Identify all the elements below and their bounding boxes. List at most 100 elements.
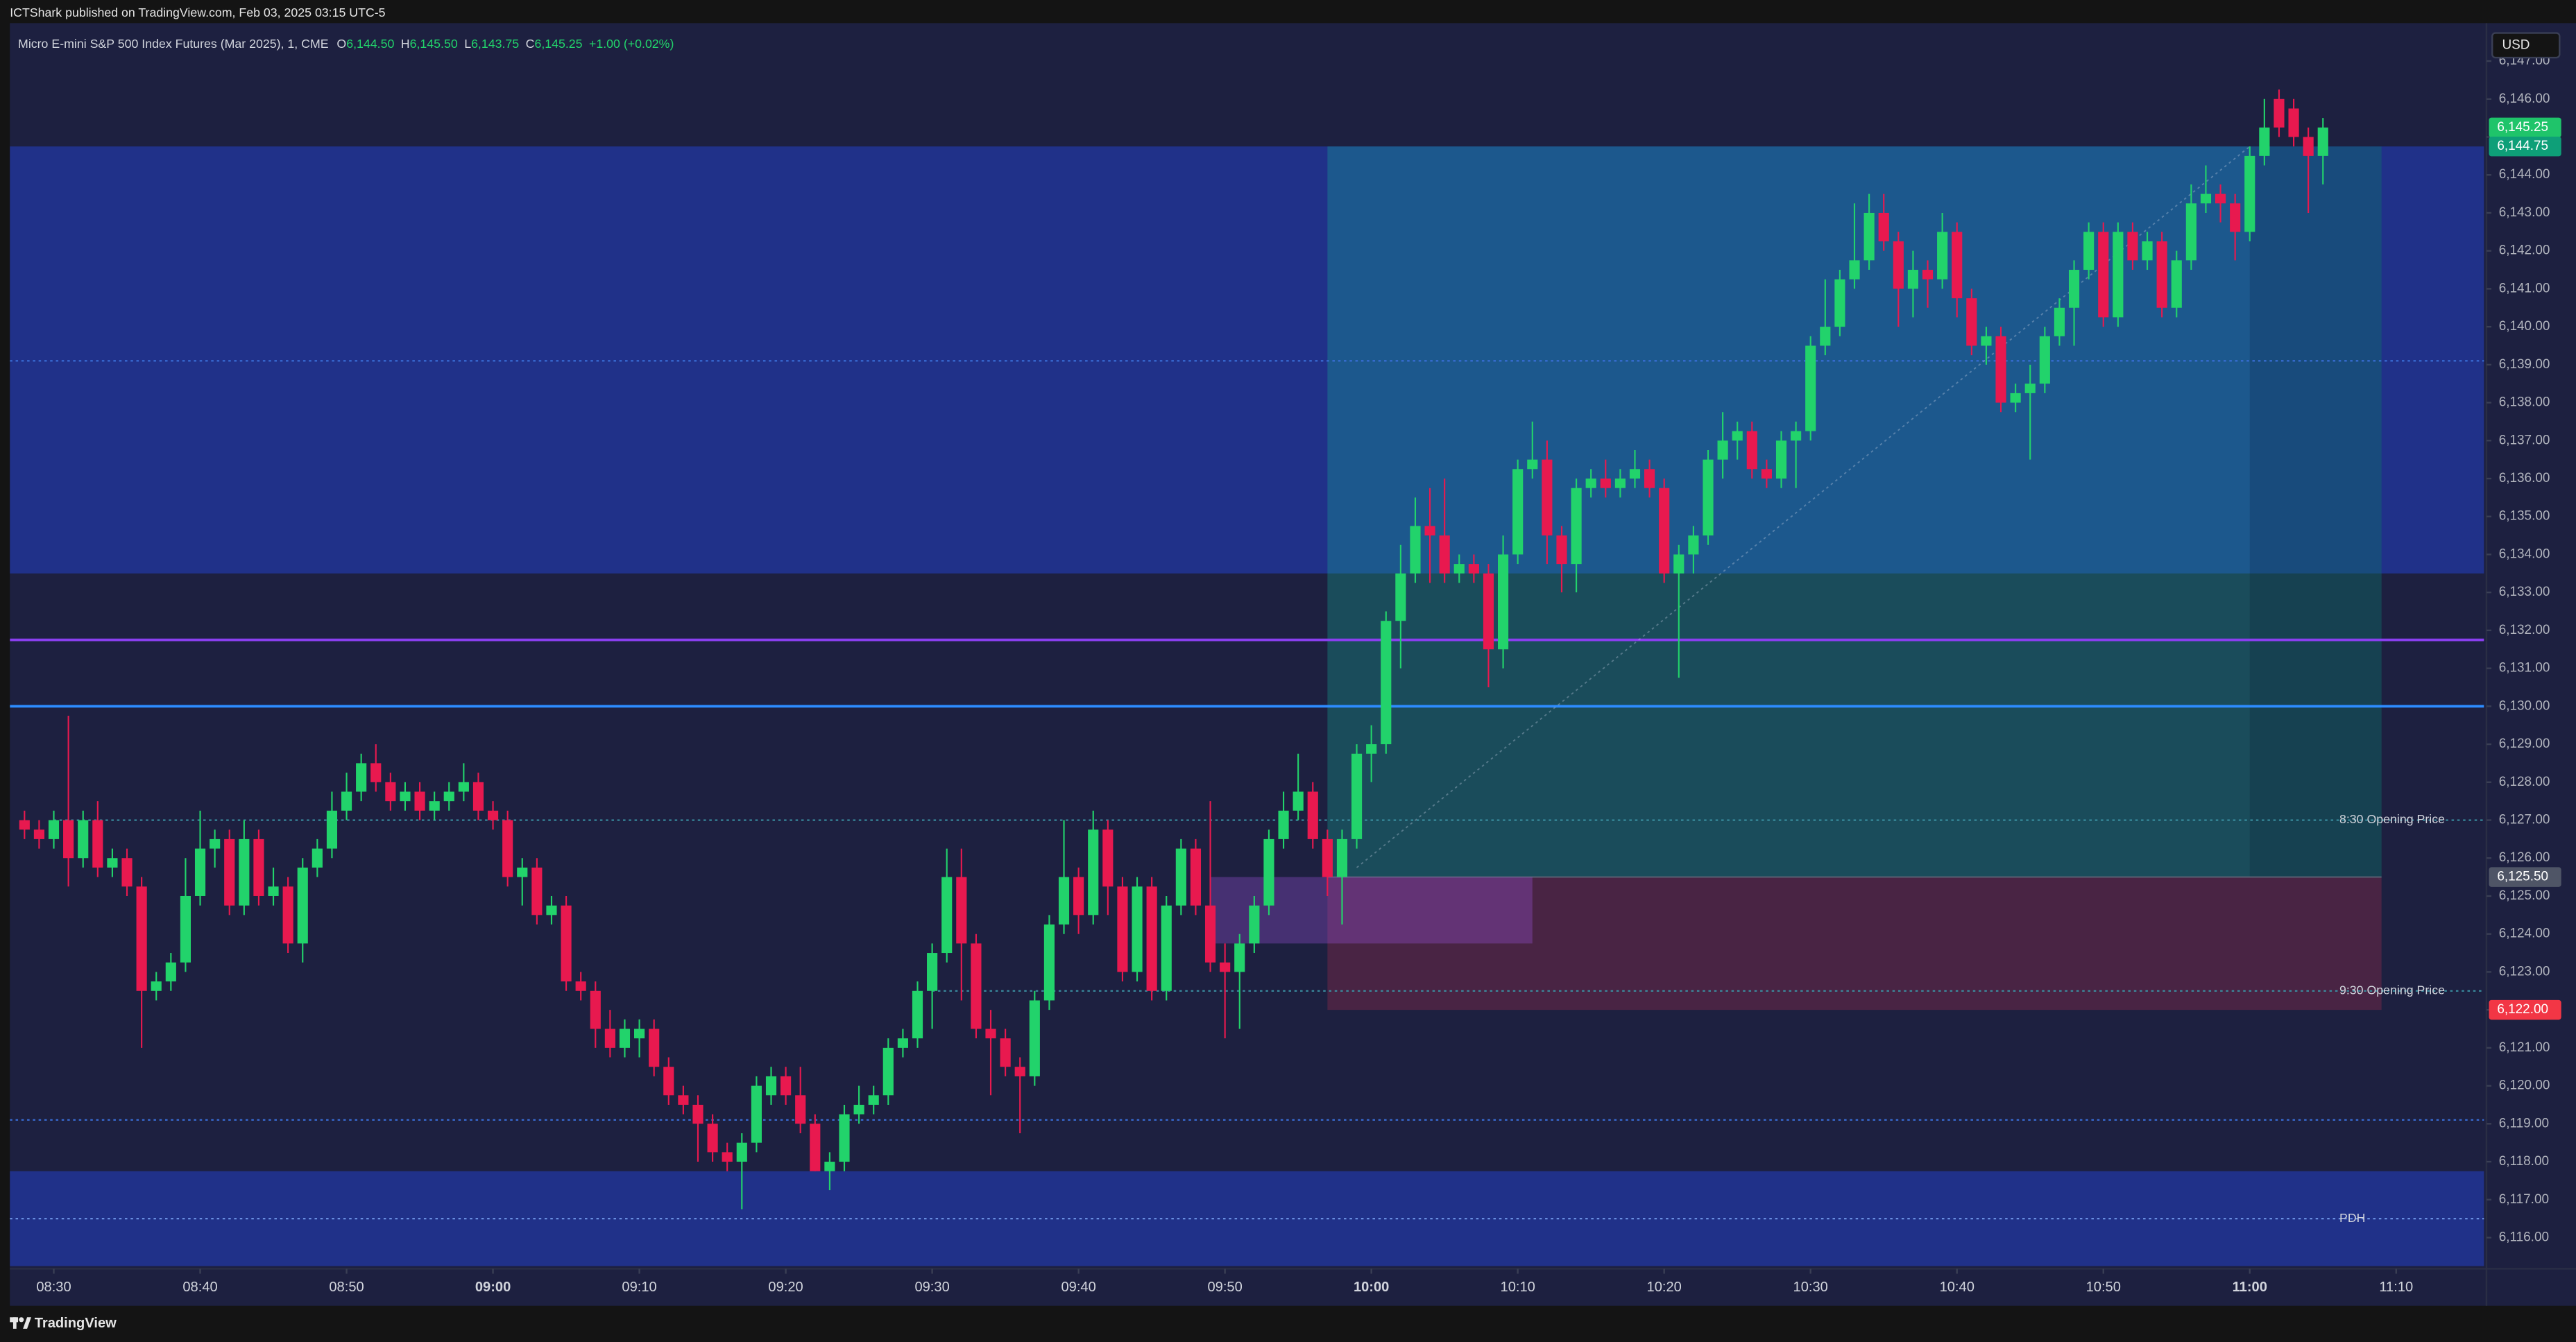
level-label: 8:30 Opening Price [2339,812,2445,826]
y-tick-label: 6,119.00 [2499,1116,2549,1130]
candle-body [224,838,235,906]
y-tick-label: 6,127.00 [2499,813,2550,827]
candle-body [2127,232,2138,261]
candle-body [326,810,338,849]
footer-logo [10,1317,31,1329]
level-label: 9:30 Opening Price [2339,983,2445,997]
y-tick-label: 6,142.00 [2499,243,2550,258]
candle-body [1366,744,1377,754]
candle-body [1146,886,1157,991]
candle-body [1937,232,1948,279]
candle-body [1278,810,1289,839]
candle-body [810,1124,821,1171]
candle-body [210,838,221,849]
x-tick-label: 08:40 [182,1280,217,1295]
candle-body [1336,838,1348,877]
candle-body [1410,526,1421,574]
candle-body [2259,127,2270,156]
x-tick-label: 09:20 [768,1280,803,1295]
candle-body [2215,193,2226,204]
candle-body [458,782,469,792]
x-tick-label: 10:10 [1501,1280,1535,1295]
candle-body [1498,554,1509,650]
candle-body [1293,791,1304,811]
candle-body [971,943,982,1029]
candle-body [1673,554,1684,574]
y-tick-label: 6,140.00 [2499,319,2550,334]
candle-body [1614,479,1626,488]
candle-body [429,801,440,811]
candle-body [502,820,513,877]
candle-body [575,981,586,991]
position-unrealized [2249,146,2382,877]
logo-slash [23,1317,31,1329]
x-tick-label: 08:30 [36,1280,71,1295]
legend-key: O [336,37,346,51]
candle-body [1688,535,1699,555]
y-tick-label: 6,132.00 [2499,623,2550,637]
candle-body [1351,753,1363,839]
y-tick-label: 6,120.00 [2499,1078,2550,1093]
y-tick-label: 6,141.00 [2499,281,2550,295]
candle-body [1073,877,1084,915]
candle-body [1483,573,1494,650]
x-tick-label: 09:30 [914,1280,949,1295]
candle-body [1190,848,1202,906]
candle-body [1820,327,1831,346]
candle-body [414,791,425,811]
candle-body [2083,232,2095,270]
candle-body [751,1085,762,1143]
candle-body [2288,108,2299,137]
candle-body [897,1038,908,1048]
candle-body [1263,838,1274,906]
y-tick-label: 6,131.00 [2499,661,2550,676]
candle-body [1952,232,1963,299]
legend: Micro E-mini S&P 500 Index Futures (Mar … [18,37,674,51]
candle-body [1922,270,1934,279]
y-tick-label: 6,139.00 [2499,357,2550,372]
candle-body [2230,203,2241,232]
candle-body [2171,260,2182,308]
candle-body [2156,241,2167,308]
y-tick-label: 6,118.00 [2499,1154,2549,1169]
candle-body [1000,1038,1011,1067]
candle-body [472,782,484,811]
candle-body [1600,479,1611,488]
candle-body [1585,479,1596,488]
candle-body [1746,431,1757,470]
y-tick-label: 6,146.00 [2499,92,2550,106]
candle-body [707,1124,718,1153]
candle-body [604,1029,615,1048]
candle-body [1629,469,1641,479]
candle-body [2098,232,2109,318]
y-tick-label: 6,129.00 [2499,737,2550,751]
candle-body [1775,440,1787,479]
candle-body [692,1104,703,1124]
candle-body [1132,886,1143,972]
x-tick-label: 11:00 [2233,1280,2267,1295]
candle-body [1659,488,1670,574]
candle-body [795,1095,806,1124]
price-tag-label: 6,145.25 [2497,120,2548,135]
candle-body [385,782,396,802]
candle-body [1234,943,1245,972]
candle-body [1863,212,1875,261]
plot-area [10,89,2484,1266]
currency-tag [2491,32,2561,59]
candle-body [48,820,60,839]
logo-stem [12,1317,17,1329]
position-loss [1327,877,2382,1010]
candle-body [2039,336,2050,384]
level-label: PDH [2339,1211,2365,1225]
candle-body [1175,848,1186,906]
x-tick-label: 09:50 [1207,1280,1242,1295]
y-tick-label: 6,137.00 [2499,433,2550,447]
candle-body [1014,1067,1025,1076]
candle-body [1966,298,1977,346]
candle-body [1512,469,1524,555]
candle-body [2317,127,2328,156]
price-tag [2489,136,2561,157]
candle-body [180,895,191,963]
candle-body [1307,791,1318,839]
